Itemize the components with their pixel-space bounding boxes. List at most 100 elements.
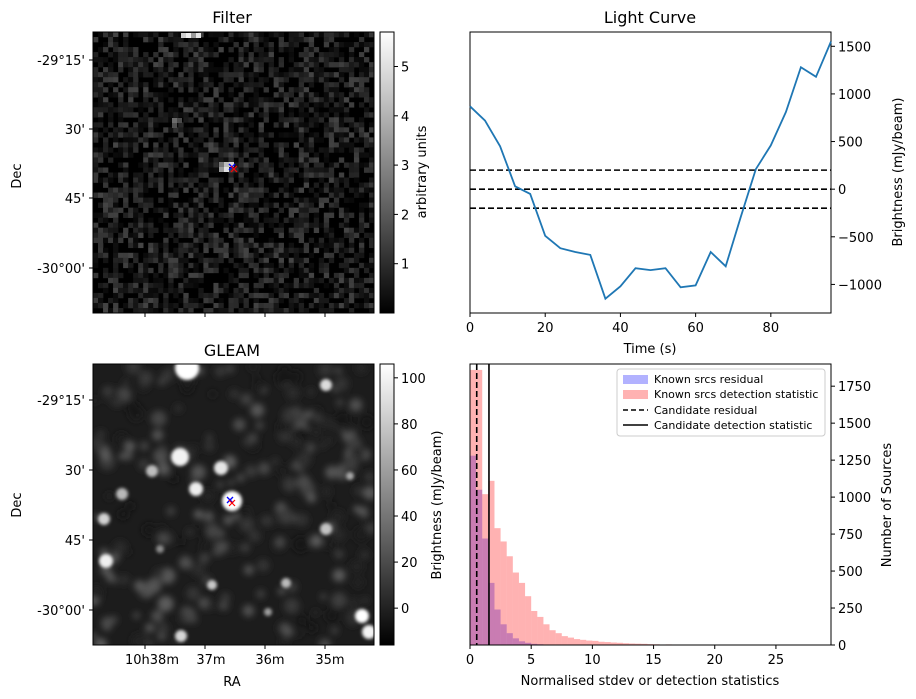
detection-hist-bar [494,528,501,645]
filter-title: Filter [212,8,252,27]
gleam-ylabel: Dec [10,492,25,517]
gleam-y-tick-label: -30°00' [37,604,85,619]
residual-hist-bar [476,489,483,645]
legend-label: Candidate residual [654,404,757,417]
detection-hist-bar [518,582,526,645]
lightcurve-y-tick-label: 500 [838,136,863,151]
detection-hist-bar [622,643,630,645]
detection-hist-bar [561,636,568,645]
filter-image-noise [93,32,374,313]
filter-colorbar-label: arbitrary units [415,125,430,218]
detection-hist-bar [470,369,477,645]
residual-hist-bar [488,582,495,645]
filter-y-tick-label: -30°00' [37,262,85,277]
filter-markers [228,163,238,173]
histogram-y-tick-label: 1750 [838,380,871,395]
gleam-x-tick-label: 37m [196,653,225,668]
gleam-x-tick-label: 10h38m [125,653,179,668]
lightcurve-series-line [469,41,832,301]
lightcurve-x-tick-label: 60 [687,321,704,336]
lightcurve-threshold-lines [470,169,831,210]
legend-label: Known srcs residual [654,373,763,386]
gleam-colorbar-label: Brightness (mJy/beam) [430,431,445,580]
residual-hist-bar [494,609,501,645]
lightcurve-ylabel: Brightness (mJy/beam) [891,98,906,247]
colorbar-tick-label: 5 [401,61,409,76]
histogram-y-tick-label: 500 [838,565,863,580]
residual-hist-bar [470,455,477,645]
filter-ylabel: Dec [10,163,25,188]
colorbar-tick-label: 2 [401,208,409,223]
gleam-markers [226,496,236,507]
detection-hist-bar [616,642,623,645]
detection-hist-bar [506,556,513,645]
lightcurve-x-ticks: 0 20 40 60 80 [466,313,779,336]
histogram-x-tick-label: 0 [466,653,474,668]
residual-hist-bar [482,538,489,645]
histogram-y-tick-label: 1250 [838,454,871,469]
gleam-y-ticks: -29°15' 30' 45' -30°00' [37,394,93,619]
detection-hist-bar [610,642,617,645]
candidate-position-marker [226,496,234,504]
colorbar-tick-label: 60 [401,464,418,479]
gleam-y-tick-label: -29°15' [37,394,85,409]
colorbar-tick-label: 80 [401,418,418,433]
histogram-x-ticks: 0 5 10 15 20 25 [466,645,784,668]
residual-hist-bar [525,642,532,645]
gleam-x-ticks: 10h38m 37m 36m 35m [125,645,345,668]
lightcurve-y-tick-label: 1000 [838,88,871,103]
filter-panel: Filter [10,8,430,317]
histogram-xlabel: Normalised stdev or detection statistics [521,674,780,689]
gleam-y-tick-label: 30' [65,464,85,479]
residual-hist-bar [512,638,519,645]
detection-hist-bar [586,640,593,645]
histogram-panel: 0 5 10 15 20 25 0 250 500 750 1000 1250 1500 1750 No… [466,363,895,689]
legend-box [616,368,826,437]
filter-y-tick-label: 45' [65,192,85,207]
filter-x-ticks [144,313,326,317]
detection-hist-bar [476,369,483,645]
gleam-x-tick-label: 35m [315,653,344,668]
colorbar-tick-label: 4 [401,110,409,125]
histogram-axes-frame [469,363,832,646]
detection-hist-bar [555,633,562,645]
gleam-axes-frame [92,363,375,646]
lightcurve-title: Light Curve [604,8,696,27]
lightcurve-x-tick-label: 40 [612,321,629,336]
detection-hist-bar [598,641,605,645]
detection-hist-bar [574,639,581,645]
detection-hist-bar [641,643,648,645]
gleam-colorbar-gradient [379,363,395,646]
residual-hist-bar [518,641,526,645]
histogram-legend: Known srcs residual Known srcs detection… [616,368,826,437]
histogram-y-tick-label: 1000 [838,491,871,506]
colorbar-tick-label: 1 [401,258,409,273]
gleam-bright-sources [98,364,374,642]
lightcurve-x-tick-label: 20 [537,321,554,336]
histogram-candidate-lines [475,364,490,645]
histogram-x-tick-label: 10 [584,653,601,668]
gleam-y-tick-label: 45' [65,534,85,549]
detection-hist-bar [488,480,495,645]
detection-hist-bar [537,616,544,645]
detection-hist-bar [567,637,575,645]
residual-hist-bar [531,643,538,645]
lightcurve-y-tick-label: 0 [838,183,846,198]
histogram-y-tick-label: 0 [838,639,846,654]
legend-swatch-detection [623,390,648,399]
histogram-bars [470,369,721,645]
detection-hist-bar [482,494,489,645]
histogram-y-tick-label: 1500 [838,417,871,432]
gleam-title: GLEAM [204,341,260,360]
detection-hist-bar [635,643,642,645]
detection-hist-bar [531,610,538,645]
residual-hist-bar [500,624,507,645]
histogram-x-tick-label: 15 [645,653,662,668]
filter-bright-sources [172,33,234,172]
gleam-x-tick-label: 36m [255,653,284,668]
detection-hist-bar [580,639,587,645]
colorbar-tick-label: 3 [401,159,409,174]
filter-y-tick-label: -29°15' [37,54,85,69]
detection-hist-bar [543,624,550,645]
